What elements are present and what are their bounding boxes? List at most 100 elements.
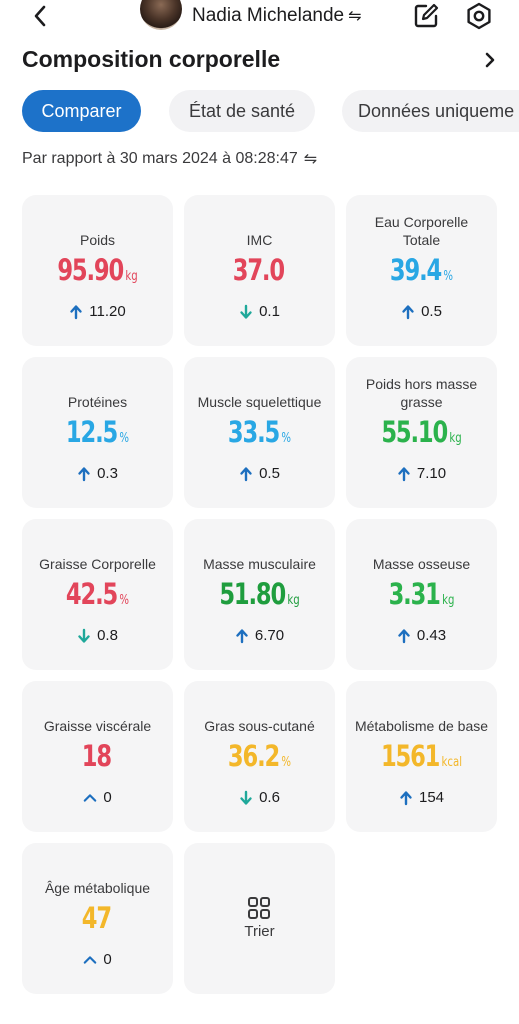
- metric-card[interactable]: Graisse Corporelle 42.5% 0.8: [22, 519, 173, 670]
- metric-delta: 154: [346, 789, 497, 806]
- metric-delta: 0: [22, 789, 173, 806]
- arrow-up-icon: [397, 628, 411, 644]
- metric-card[interactable]: Âge métabolique 47 0: [22, 843, 173, 994]
- tab-compare[interactable]: Comparer: [22, 90, 141, 132]
- arrow-down-icon: [239, 304, 253, 320]
- chevron-right-icon: [485, 52, 495, 68]
- metric-unit: kg: [125, 269, 138, 284]
- arrow-up-icon: [77, 466, 91, 482]
- swap-icon: ⇋: [303, 151, 318, 168]
- metric-delta: 0.8: [22, 627, 173, 644]
- metric-value: 3.31: [388, 577, 441, 611]
- edit-icon: [414, 3, 439, 28]
- metric-card[interactable]: Poids hors masse grasse 55.10 kg 7.10: [346, 357, 497, 508]
- metric-unit: kg: [442, 593, 455, 608]
- metric-card[interactable]: Gras sous-cutané 36.2% 0.6: [184, 681, 335, 832]
- arrow-up-icon: [397, 466, 411, 482]
- gear-icon: [467, 2, 491, 30]
- metric-value-group: 33.5%: [201, 415, 319, 449]
- metric-unit: kg: [449, 431, 462, 446]
- metric-label: Masse osseuse: [372, 556, 471, 572]
- metric-value: 47: [81, 901, 112, 935]
- metric-card[interactable]: Métabolisme de base 1561 kcal 154: [346, 681, 497, 832]
- metric-delta: 0: [22, 951, 173, 968]
- metric-delta: 0.1: [184, 303, 335, 320]
- arrow-up-icon: [399, 790, 413, 806]
- metric-value-group: 51.80 kg: [201, 577, 319, 611]
- metric-label: Eau Corporelle Totale: [374, 214, 469, 248]
- metric-card[interactable]: Masse osseuse 3.31 kg 0.43: [346, 519, 497, 670]
- metric-unit: %: [281, 431, 292, 446]
- arrow-down-icon: [77, 628, 91, 644]
- top-bar: Nadia Michelande ⇋: [0, 0, 519, 34]
- chevron-up-icon: [83, 790, 97, 806]
- profile-switcher[interactable]: Nadia Michelande ⇋: [140, 0, 362, 32]
- metric-unit: %: [281, 755, 292, 770]
- metric-delta: 0.5: [184, 465, 335, 482]
- section-title: Composition corporelle: [22, 46, 281, 72]
- edit-button[interactable]: [412, 2, 440, 30]
- metric-label: Poids hors masse grasse: [365, 376, 478, 410]
- metric-value-group: 47: [39, 901, 157, 935]
- metric-delta-value: 6.70: [254, 627, 285, 644]
- metric-value: 95.90: [57, 253, 124, 287]
- back-button[interactable]: [26, 2, 54, 30]
- metric-value-group: 55.10 kg: [363, 415, 481, 449]
- metric-delta-value: 11.20: [89, 303, 126, 320]
- comparison-reference[interactable]: Par rapport à 30 mars 2024 à 08:28:47 ⇋: [22, 149, 317, 169]
- metric-card[interactable]: Graisse viscérale 18 0: [22, 681, 173, 832]
- section-more-button[interactable]: [480, 49, 500, 71]
- metric-card[interactable]: IMC 37.0 0.1: [184, 195, 335, 346]
- settings-button[interactable]: [464, 1, 494, 31]
- metric-value: 36.2: [227, 739, 280, 773]
- metric-delta-value: 0.5: [421, 303, 442, 320]
- metric-delta-value: 0.8: [97, 627, 118, 644]
- tab-single-data[interactable]: Données uniqueme: [342, 90, 519, 132]
- metric-delta-value: 154: [418, 789, 445, 806]
- arrow-up-icon: [235, 628, 249, 644]
- arrow-up-icon: [69, 304, 83, 320]
- arrow-up-icon: [239, 466, 253, 482]
- metric-card[interactable]: Masse musculaire 51.80 kg 6.70: [184, 519, 335, 670]
- metric-label: Métabolisme de base: [354, 718, 489, 734]
- metric-value: 55.10: [381, 415, 448, 449]
- metric-value: 1561: [380, 739, 440, 773]
- metric-label: Gras sous-cutané: [204, 718, 315, 734]
- metric-value-group: 3.31 kg: [363, 577, 481, 611]
- metric-label: Protéines: [67, 394, 128, 410]
- metric-delta-value: 0.3: [97, 465, 118, 482]
- tab-bar: Comparer État de santé Données uniqueme: [22, 90, 519, 132]
- metric-unit: %: [119, 593, 130, 608]
- tab-health-status[interactable]: État de santé: [169, 90, 315, 132]
- sort-grid-icon: [248, 897, 270, 919]
- metric-value-group: 95.90 kg: [39, 253, 157, 287]
- metric-card[interactable]: Eau Corporelle Totale 39.4% 0.5: [346, 195, 497, 346]
- chevron-left-icon: [34, 5, 46, 27]
- metric-value: 18: [81, 739, 112, 773]
- metric-delta: 11.20: [22, 303, 173, 320]
- metric-delta: 6.70: [184, 627, 335, 644]
- metric-delta-value: 0.1: [259, 303, 280, 320]
- comparison-text: Par rapport à 30 mars 2024 à 08:28:47: [22, 150, 298, 167]
- metric-value: 12.5: [65, 415, 118, 449]
- profile-name: Nadia Michelande: [192, 5, 345, 26]
- metric-value-group: 37.0: [201, 253, 319, 287]
- metric-delta-value: 0: [103, 951, 112, 968]
- metric-value-group: 42.5%: [39, 577, 157, 611]
- sort-label: Trier: [244, 923, 275, 940]
- metric-card[interactable]: Poids 95.90 kg 11.20: [22, 195, 173, 346]
- metric-delta-value: 0.6: [259, 789, 280, 806]
- metric-unit: kcal: [441, 755, 463, 770]
- arrow-up-icon: [401, 304, 415, 320]
- arrow-down-icon: [239, 790, 253, 806]
- sort-button[interactable]: Trier: [184, 843, 335, 994]
- metric-unit: %: [119, 431, 130, 446]
- metric-delta-value: 0.5: [259, 465, 280, 482]
- metric-card[interactable]: Protéines 12.5% 0.3: [22, 357, 173, 508]
- metric-card[interactable]: Muscle squelettique 33.5% 0.5: [184, 357, 335, 508]
- metric-value-group: 1561 kcal: [363, 739, 481, 773]
- metric-unit: kg: [287, 593, 300, 608]
- chevron-up-icon: [83, 952, 97, 968]
- metric-value-group: 39.4%: [363, 253, 481, 287]
- swap-icon: ⇋: [348, 8, 362, 25]
